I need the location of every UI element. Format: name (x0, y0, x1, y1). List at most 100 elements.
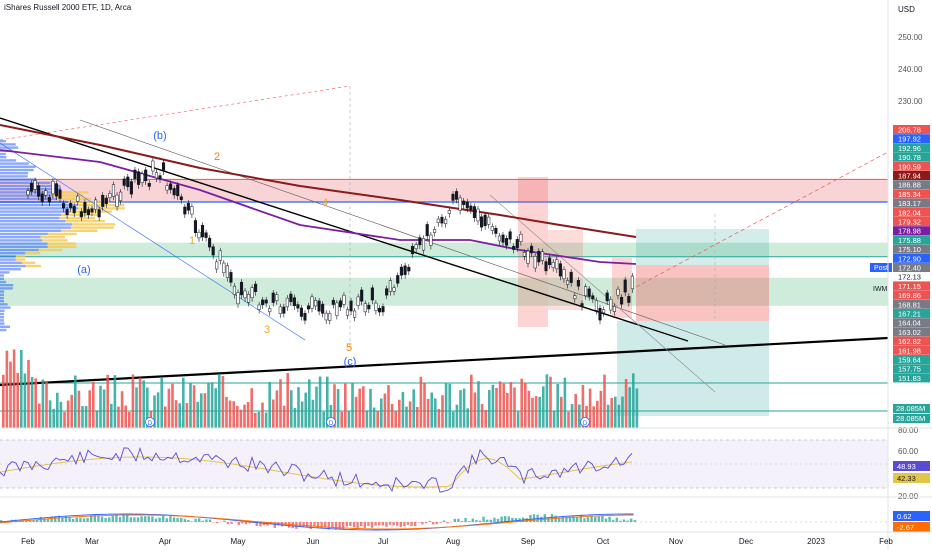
macd-hist-bar (356, 522, 358, 528)
volume-bar (387, 385, 390, 428)
candle-body (258, 305, 261, 310)
candle-body (466, 202, 469, 208)
volume-bar (499, 381, 502, 428)
volume-bar (45, 381, 48, 428)
volume-bar (34, 378, 37, 428)
volume-bar (600, 391, 603, 428)
macd-hist-bar (396, 522, 398, 526)
volume-profile-bar (0, 162, 29, 164)
macd-hist-bar (187, 520, 189, 522)
candle-body (534, 256, 537, 268)
volume-bar (186, 403, 189, 428)
volume-bar (423, 383, 426, 428)
volume-profile-bar (0, 210, 70, 212)
macd-hist-bar (155, 519, 157, 522)
volume-profile-bar (0, 204, 78, 206)
volume-bar (135, 387, 138, 428)
macd-hist-bar (364, 522, 366, 528)
volume-bar (200, 393, 203, 428)
candle-body (130, 182, 133, 195)
volume-bar (272, 400, 275, 428)
volume-bar (297, 387, 300, 428)
macd-hist-bar (112, 516, 114, 522)
candle-body (470, 206, 473, 210)
macd-hist-bar (410, 522, 412, 526)
rsi-tick-label: 80.00 (898, 426, 919, 435)
wave-label: 2 (214, 151, 220, 163)
macd-hist-bar (432, 522, 434, 524)
price-label: 183.17 (898, 199, 921, 208)
macd-hist-bar (504, 516, 506, 522)
macd-hist-bar (626, 521, 628, 522)
volume-profile-bar (0, 242, 48, 244)
volume-bar (484, 410, 487, 428)
volume-bar (117, 407, 120, 428)
volume-profile-bar (0, 284, 13, 286)
macd-hist-bar (108, 517, 110, 522)
volume-bar (448, 384, 451, 428)
macd-hist-bar (86, 518, 88, 522)
candle-body (297, 305, 300, 309)
candle-body (407, 267, 410, 271)
volume-bar (294, 408, 297, 428)
wave-label: 3 (264, 324, 270, 336)
volume-bar (510, 382, 513, 428)
candle-body (426, 224, 429, 235)
x-tick-label: Feb (879, 537, 893, 546)
macd-hist-bar (371, 522, 373, 528)
candle-body (159, 176, 162, 179)
volume-bar (376, 411, 379, 428)
volume-bar (607, 405, 610, 428)
candle-body (240, 282, 243, 295)
macd-hist-bar (122, 515, 124, 522)
candle-body (155, 173, 158, 178)
macd-hist-bar (385, 522, 387, 527)
volume-bar (517, 412, 520, 428)
candle-body (484, 215, 487, 226)
candle-body (187, 203, 190, 210)
x-tick-label: Mar (85, 537, 99, 546)
macd-hist-bar (616, 518, 618, 522)
volume-bar (355, 397, 358, 428)
price-label: 197.92 (898, 135, 921, 144)
candle-body (205, 233, 208, 238)
macd-hist-bar (360, 522, 362, 526)
candle-body (152, 161, 155, 171)
macd-hist-bar (346, 522, 348, 526)
volume-bar (463, 389, 466, 428)
macd-hist-bar (148, 516, 150, 522)
macd-hist-bar (551, 514, 553, 522)
candle-body (265, 300, 268, 303)
candle-body (606, 293, 609, 301)
candle-body (577, 280, 580, 286)
macd-hist-bar (587, 517, 589, 522)
volume-bar (261, 403, 264, 428)
candle-body (396, 275, 399, 283)
candle-body (523, 252, 526, 256)
candle-body (360, 290, 363, 301)
volume-profile-bar (0, 329, 6, 331)
candle-body (530, 246, 533, 253)
volume-bar (132, 374, 135, 428)
volume-bar (362, 386, 365, 428)
price-label: 168.81 (898, 300, 921, 309)
volume-bar (618, 405, 621, 428)
volume-bar (196, 402, 199, 428)
volume-bar (492, 385, 495, 428)
x-tick-label: Jul (378, 537, 388, 546)
macd-hist-bar (151, 516, 153, 522)
volume-profile-bar (0, 303, 8, 305)
candle-body (400, 267, 403, 275)
macd-hist-bar (137, 517, 139, 522)
candle-body (389, 281, 392, 292)
macd-hist-bar (486, 520, 488, 522)
macd-hist-bar (223, 521, 225, 522)
volume-bar (636, 388, 639, 428)
price-label: 178.98 (898, 227, 921, 236)
macd-hist-bar (436, 522, 438, 524)
volume-bar (193, 385, 196, 428)
candle-body (194, 220, 197, 232)
macd-hist-bar (457, 519, 459, 522)
macd-hist-bar (166, 518, 168, 522)
